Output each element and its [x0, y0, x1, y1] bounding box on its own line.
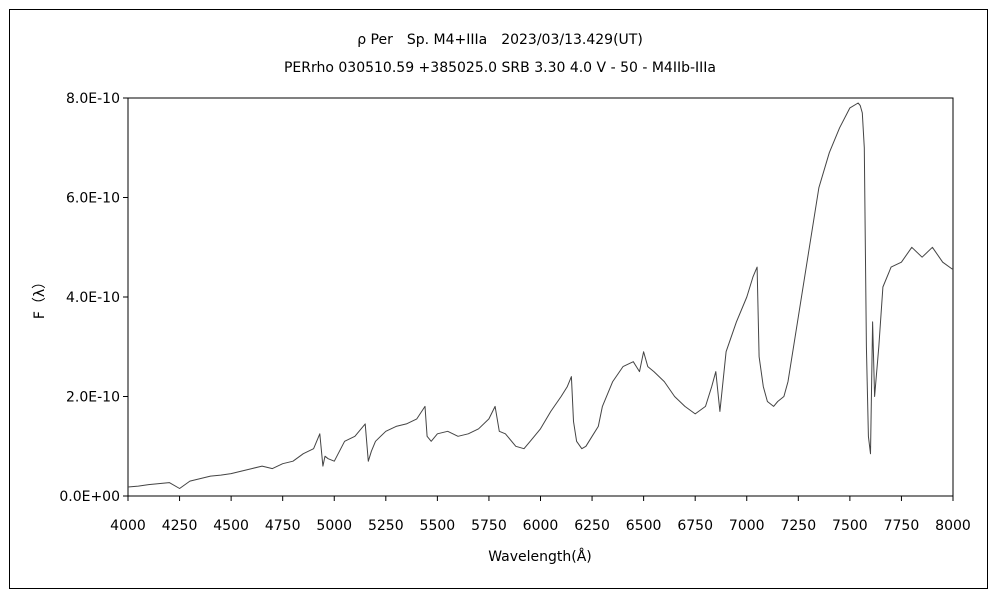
- chart-title: ρ Per Sp. M4+IIIa 2023/03/13.429(UT): [357, 32, 643, 48]
- y-tick-label: 4.0E-10: [66, 290, 120, 306]
- y-tick-label: 6.0E-10: [66, 191, 120, 207]
- x-tick-label: 6500: [626, 518, 662, 534]
- x-tick-label: 7250: [780, 518, 816, 534]
- x-tick-label: 4250: [162, 518, 198, 534]
- x-tick-label: 5000: [316, 518, 352, 534]
- y-tick-label: 8.0E-10: [66, 91, 120, 107]
- plot-area: [127, 97, 954, 497]
- x-tick-label: 5750: [471, 518, 507, 534]
- x-tick-label: 4750: [265, 518, 301, 534]
- x-tick-label: 7750: [884, 518, 920, 534]
- x-tick-label: 7500: [832, 518, 868, 534]
- y-tick-label: 2.0E-10: [66, 390, 120, 406]
- x-tick-label: 4500: [213, 518, 249, 534]
- x-tick-label: 6250: [574, 518, 610, 534]
- y-axis-label: F（λ）: [32, 275, 48, 319]
- x-tick-label: 7000: [729, 518, 765, 534]
- y-tick-label: 0.0E+00: [59, 489, 120, 505]
- x-tick-label: 6000: [523, 518, 559, 534]
- chart-subtitle: PERrho 030510.59 +385025.0 SRB 3.30 4.0 …: [283, 60, 716, 76]
- chart-frame: [9, 9, 988, 589]
- x-tick-label: 5500: [420, 518, 456, 534]
- spectrum-line: [127, 102, 954, 489]
- x-tick-label: 8000: [935, 518, 971, 534]
- x-tick-label: 5250: [368, 518, 404, 534]
- x-axis-label: Wavelength(Å): [488, 548, 592, 565]
- x-tick-label: 6750: [677, 518, 713, 534]
- y-axis: 0.0E+00 2.0E-10 4.0E-10 6.0E-10 8.0E-10: [59, 91, 128, 505]
- x-axis: 4000 4250 4500 4750 5000 5250 5500 5750 6000 6250…: [110, 496, 971, 534]
- series-group: [127, 102, 954, 489]
- x-tick-label: 4000: [110, 518, 146, 534]
